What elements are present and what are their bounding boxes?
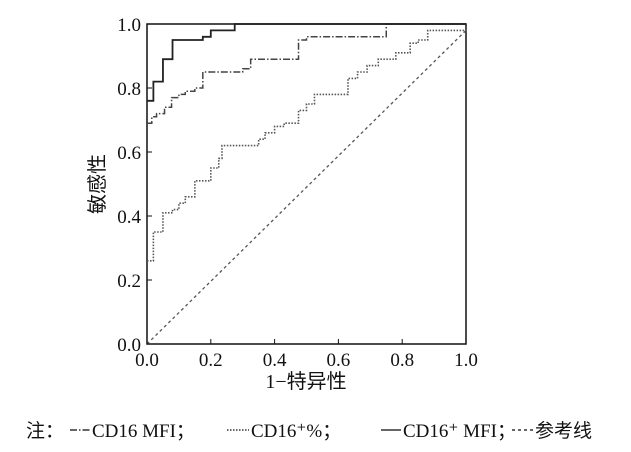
y-tick-label: 1.0 (117, 15, 141, 36)
legend-label: CD16⁺%； (251, 421, 341, 442)
series-line-2 (147, 23, 466, 102)
x-tick-label: 1.0 (454, 350, 478, 371)
x-tick-label: 0.4 (263, 350, 287, 371)
y-tick-label: 0.0 (117, 335, 141, 356)
legend-label: 参考线 (535, 420, 592, 442)
plot-frame (146, 23, 467, 345)
y-axis-label: 敏感性 (86, 154, 109, 214)
series-line-0 (147, 23, 466, 124)
y-axis-ticks: 0.0 0.2 0.4 0.6 0.8 1.0 (117, 15, 152, 356)
x-axis-ticks: 0.0 0.2 0.4 0.6 0.8 1.0 (135, 339, 478, 371)
y-tick-label: 0.8 (117, 79, 141, 100)
y-tick-label: 0.2 (117, 271, 141, 292)
x-tick-label: 0.0 (135, 350, 159, 371)
legend-label: CD16⁺ MFI； (403, 421, 516, 442)
y-tick-label: 0.4 (117, 207, 141, 228)
x-axis-label: 1−特异性 (265, 370, 346, 393)
series-line-3 (146, 29, 467, 345)
x-tick-label: 0.6 (327, 350, 351, 371)
series-line-1 (147, 27, 467, 262)
legend: 注： CD16 MFI； CD16⁺%； CD16⁺ MFI； 参考线 (26, 420, 592, 442)
x-tick-label: 0.2 (199, 350, 223, 371)
y-tick-label: 0.6 (117, 143, 141, 164)
curves (146, 23, 467, 345)
legend-label: CD16 MFI； (92, 421, 195, 442)
legend-prefix: 注： (26, 420, 64, 442)
x-tick-label: 0.8 (390, 350, 414, 371)
